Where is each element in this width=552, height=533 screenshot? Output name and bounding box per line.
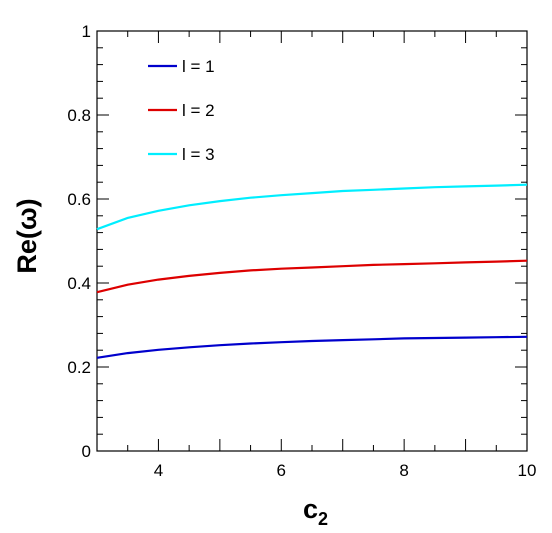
tick-labels: 4 6 8 10 0 0.2 0.4 0.6 0.8 1 [67, 22, 536, 480]
legend-label: l = 1 [182, 57, 215, 76]
legend-label: l = 2 [182, 101, 215, 120]
series-lines [96, 183, 528, 359]
series-line-l2 [96, 259, 528, 294]
y-tick-label: 0 [82, 442, 91, 461]
series-line-l1 [96, 335, 528, 359]
series-line-l3 [96, 183, 528, 231]
y-tick-label: 0.2 [67, 358, 91, 377]
x-tick-label: 6 [277, 461, 286, 480]
axis-ticks [96, 30, 528, 452]
y-tick-label: 0.8 [67, 106, 91, 125]
y-tick-label: 0.4 [67, 274, 91, 293]
plot-frame [96, 30, 528, 452]
legend-label: l = 3 [182, 145, 215, 164]
legend: l = 1 l = 2 l = 3 [148, 57, 215, 164]
x-tick-label: 4 [154, 461, 163, 480]
x-tick-label: 10 [518, 461, 537, 480]
x-tick-label: 8 [399, 461, 408, 480]
y-tick-label: 0.6 [67, 190, 91, 209]
y-tick-label: 1 [82, 22, 91, 41]
y-axis-title: Re(ω) [12, 198, 42, 273]
x-axis-title: c2 [303, 494, 328, 529]
